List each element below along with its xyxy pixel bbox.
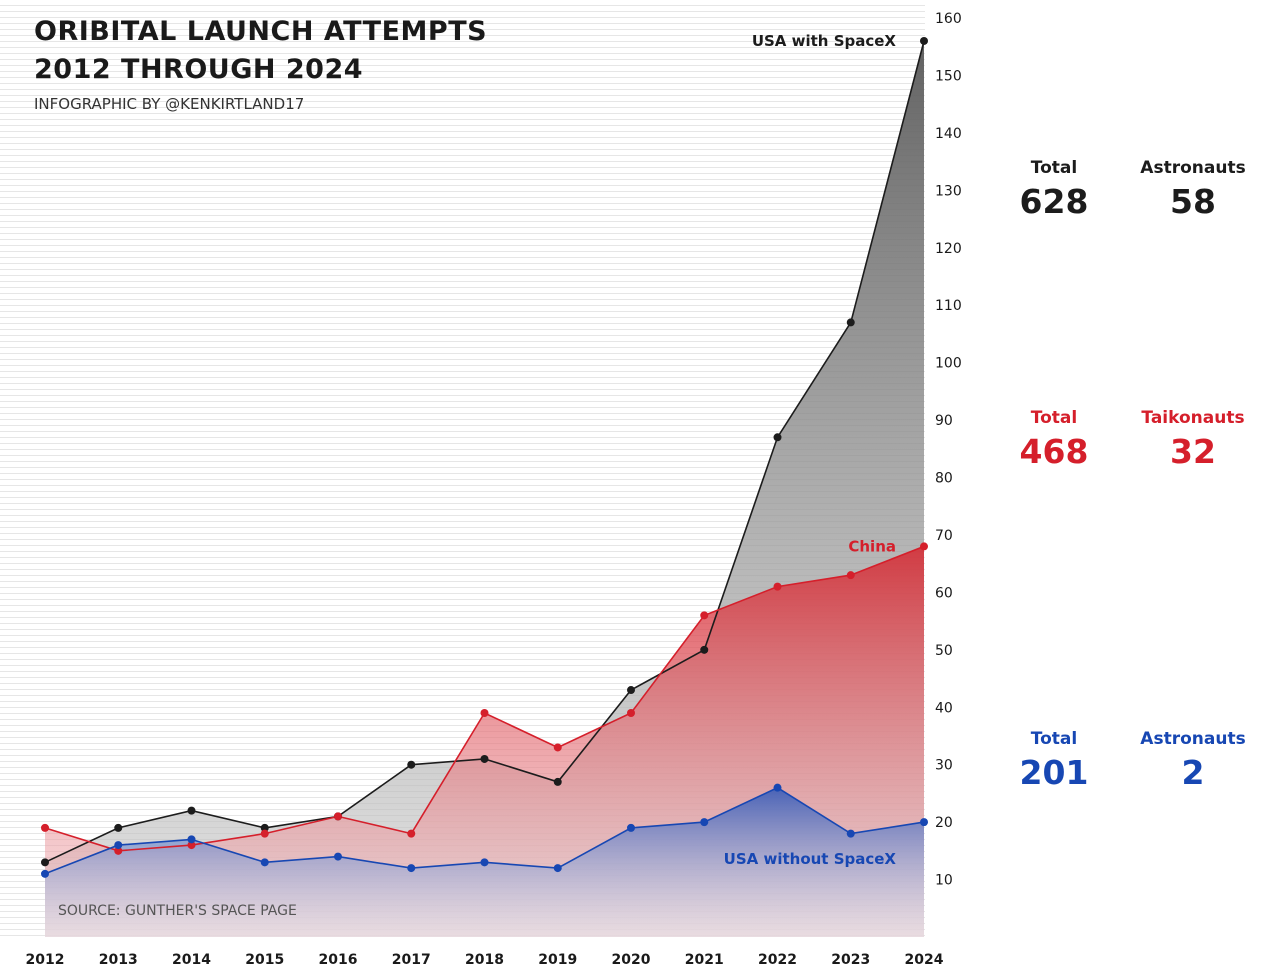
y-tick-label-100: 100 (935, 356, 962, 372)
x-tick-label-2023: 2023 (831, 952, 870, 968)
y-tick-label-130: 130 (935, 183, 962, 199)
x-tick-label-2021: 2021 (685, 952, 724, 968)
x-tick-label-2022: 2022 (758, 952, 797, 968)
point-usa_spacex-2018 (480, 754, 489, 763)
point-usa_spacex-2021 (700, 645, 709, 654)
usa-no-spacex-total-stat: Total 201 (979, 729, 1129, 792)
point-china-2019 (553, 743, 562, 752)
source-note: SOURCE: GUNTHER'S SPACE PAGE (58, 903, 297, 919)
usa-spacex-total-value: 628 (1019, 182, 1089, 221)
point-usa_spacex-2014 (187, 806, 196, 815)
usa-spacex-astronauts-label: Astronauts (1140, 158, 1246, 178)
y-axis-ticks: 10 20 30 40 50 60 70 80 90 100 110 120 130 140 150 160 (935, 11, 962, 889)
x-axis-ticks: 2012 2013 2014 2015 2016 2017 2018 2019 2020 2021… (26, 952, 944, 968)
y-tick-label-160: 160 (935, 11, 962, 27)
point-usa_no_spacex-2013 (114, 841, 123, 850)
point-usa_no_spacex-2015 (260, 858, 269, 867)
point-usa_spacex-2019 (553, 777, 562, 786)
y-tick-label-120: 120 (935, 241, 962, 257)
point-china-2012 (41, 823, 49, 832)
chart-title-line-1: ORIBITAL LAUNCH ATTEMPTS (34, 16, 488, 47)
x-tick-label-2014: 2014 (172, 952, 211, 968)
y-tick-label-60: 60 (935, 585, 953, 601)
usa-spacex-astronauts-value: 58 (1170, 182, 1216, 221)
chart-title-line-2: 2012 THROUGH 2024 (34, 54, 364, 85)
y-tick-label-70: 70 (935, 528, 953, 544)
point-usa_no_spacex-2014 (187, 835, 196, 844)
usa-no-spacex-astronauts-stat: Astronauts 2 (1118, 729, 1268, 792)
usa-no-spacex-total-value: 201 (1019, 753, 1089, 792)
usa-spacex-total-label: Total (1030, 158, 1078, 178)
y-tick-label-50: 50 (935, 643, 953, 659)
point-usa_no_spacex-2024 (920, 818, 928, 827)
point-china-2020 (627, 708, 635, 717)
x-tick-label-2018: 2018 (465, 952, 504, 968)
point-china-2021 (700, 611, 709, 620)
point-usa_no_spacex-2016 (334, 852, 342, 861)
point-usa_no_spacex-2020 (627, 823, 635, 832)
x-tick-label-2015: 2015 (245, 952, 284, 968)
x-tick-label-2017: 2017 (392, 952, 431, 968)
point-china-2022 (773, 582, 782, 591)
usa-spacex-astronauts-stat: Astronauts 58 (1118, 158, 1268, 221)
point-usa_no_spacex-2012 (41, 869, 49, 878)
point-usa_spacex-2020 (627, 686, 635, 695)
y-tick-label-90: 90 (935, 413, 953, 429)
point-usa_spacex-2015 (260, 823, 269, 832)
x-tick-label-2013: 2013 (99, 952, 138, 968)
china-taikonauts-value: 32 (1170, 432, 1216, 471)
point-china-2015 (260, 829, 269, 838)
point-china-2017 (407, 829, 416, 838)
point-china-2014 (187, 841, 196, 850)
y-tick-label-30: 30 (935, 758, 953, 774)
series-labels: USA with SpaceX China USA without SpaceX (724, 32, 897, 868)
point-china-2024 (920, 542, 928, 551)
series-label-usa_spacex: USA with SpaceX (752, 32, 897, 50)
point-usa_spacex-2013 (114, 823, 123, 832)
point-china-2023 (846, 571, 855, 580)
point-usa_no_spacex-2021 (700, 818, 709, 827)
series-label-usa_no_spacex: USA without SpaceX (724, 850, 897, 868)
point-usa_spacex-2024 (920, 36, 928, 45)
usa-no-spacex-astronauts-value: 2 (1181, 753, 1205, 792)
chart-subtitle: INFOGRAPHIC BY @KENKIRTLAND17 (34, 95, 305, 113)
point-usa_no_spacex-2018 (480, 858, 489, 867)
y-tick-label-20: 20 (935, 815, 953, 831)
x-tick-label-2012: 2012 (26, 952, 65, 968)
series-label-china: China (848, 537, 896, 555)
y-tick-label-140: 140 (935, 126, 962, 142)
x-tick-label-2024: 2024 (905, 952, 944, 968)
point-usa_spacex-2012 (41, 858, 49, 867)
china-taikonauts-stat: Taikonauts 32 (1118, 408, 1268, 471)
china-taikonauts-label: Taikonauts (1141, 408, 1245, 428)
china-total-label: Total (1030, 408, 1078, 428)
point-usa_no_spacex-2023 (846, 829, 855, 838)
usa-spacex-total-stat: Total 628 (979, 158, 1129, 221)
point-usa_no_spacex-2022 (773, 783, 782, 792)
point-china-2018 (480, 708, 489, 717)
y-tick-label-110: 110 (935, 298, 962, 314)
x-tick-label-2019: 2019 (538, 952, 577, 968)
y-tick-label-10: 10 (935, 873, 953, 889)
x-tick-label-2016: 2016 (319, 952, 358, 968)
point-usa_spacex-2023 (846, 318, 855, 327)
series-points (41, 36, 928, 878)
china-total-stat: Total 468 (979, 408, 1129, 471)
x-tick-label-2020: 2020 (612, 952, 651, 968)
y-tick-label-40: 40 (935, 700, 953, 716)
china-total-value: 468 (1019, 432, 1089, 471)
usa-no-spacex-total-label: Total (1030, 729, 1078, 749)
point-china-2013 (114, 846, 123, 855)
point-usa_spacex-2022 (773, 433, 782, 442)
point-usa_no_spacex-2019 (553, 864, 562, 873)
point-china-2016 (334, 812, 342, 821)
point-usa_no_spacex-2017 (407, 864, 416, 873)
usa-no-spacex-astronauts-label: Astronauts (1140, 729, 1246, 749)
y-tick-label-80: 80 (935, 471, 953, 487)
point-usa_spacex-2017 (407, 760, 416, 769)
y-tick-label-150: 150 (935, 68, 962, 84)
